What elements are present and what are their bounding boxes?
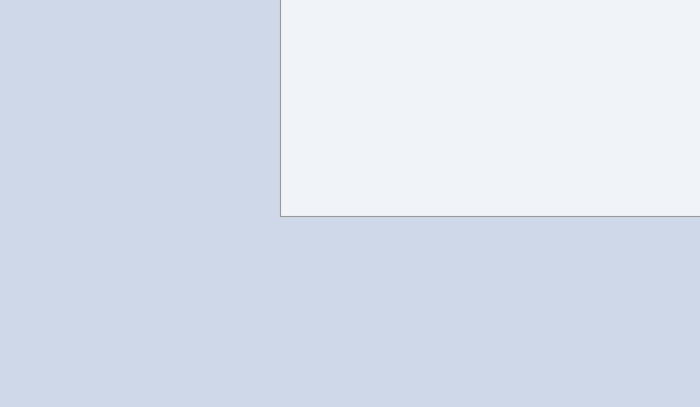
FancyBboxPatch shape bbox=[280, 0, 700, 216]
